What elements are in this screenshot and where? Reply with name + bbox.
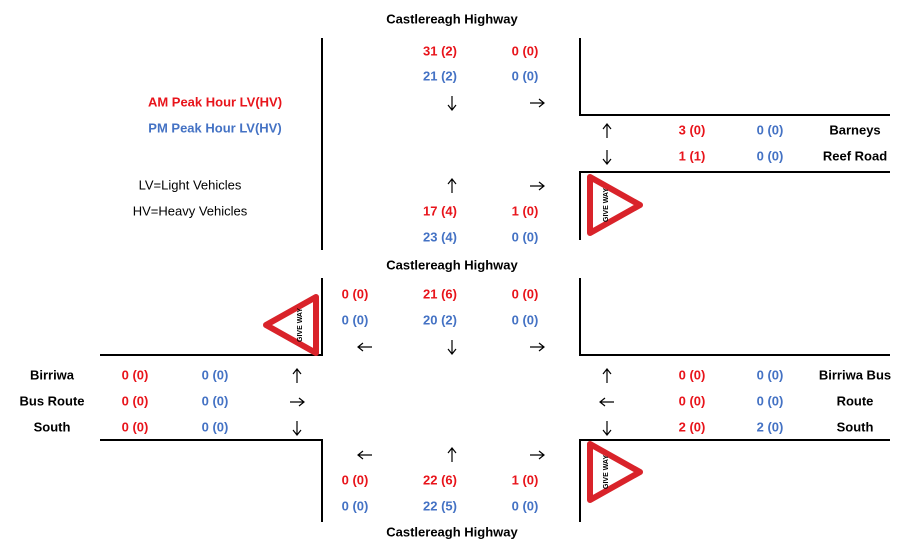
road-name: South [837,419,874,434]
arrow-shape [602,150,612,165]
count: 0 (0) [342,312,369,327]
count: 0 (0) [757,367,784,382]
count: 2 (0) [679,419,706,434]
sign-text: GIVE WAY [297,308,304,342]
arrow-shape [357,342,372,352]
sign-text: GIVE WAY [603,455,610,489]
count: 21 (2) [423,68,457,83]
count: 0 (0) [512,68,539,83]
count: 0 (0) [512,43,539,58]
arrow [292,421,302,436]
count: 0 (0) [757,148,784,163]
legend-hv: HV=Heavy Vehicles [133,203,248,218]
sign-triangle [587,441,643,503]
give-way-sign: GIVE WAY [587,174,643,236]
arrow [602,150,612,165]
arrow [357,342,372,352]
arrow [447,178,457,193]
arrow-shape [530,98,545,108]
arrow [530,342,545,352]
arrow-shape [602,368,612,383]
arrow [530,181,545,191]
arrow-shape [292,421,302,436]
count: 1 (1) [679,148,706,163]
count: 22 (6) [423,472,457,487]
count: 0 (0) [122,419,149,434]
count: 0 (0) [342,498,369,513]
count: 0 (0) [512,286,539,301]
count: 0 (0) [512,229,539,244]
arrow-shape [530,450,545,460]
legend-am: AM Peak Hour LV(HV) [148,94,282,109]
count: 21 (6) [423,286,457,301]
count: 0 (0) [202,393,229,408]
road-name: Barneys [829,122,880,137]
give-way-sign: GIVE WAY [263,294,319,356]
road-name: Castlereagh Highway [386,11,518,26]
arrow-shape [530,181,545,191]
arrow-shape [292,368,302,383]
arrow [357,450,372,460]
count: 0 (0) [122,393,149,408]
count: 0 (0) [202,367,229,382]
arrow-shape [530,342,545,352]
count: 0 (0) [202,419,229,434]
arrow-shape [599,397,614,407]
arrow [599,397,614,407]
give-way-sign: GIVE WAY [587,441,643,503]
road-name: Reef Road [823,148,887,163]
arrow [447,447,457,462]
count: 31 (2) [423,43,457,58]
arrow [602,368,612,383]
arrow [447,96,457,111]
legend-pm: PM Peak Hour LV(HV) [148,120,281,135]
arrow [530,98,545,108]
count: 1 (0) [512,203,539,218]
road-name: Castlereagh Highway [386,524,518,539]
count: 0 (0) [122,367,149,382]
arrow-shape [602,421,612,436]
count: 22 (5) [423,498,457,513]
arrow-shape [290,397,305,407]
arrow-shape [447,340,457,355]
count: 0 (0) [757,393,784,408]
count: 20 (2) [423,312,457,327]
arrow-shape [447,447,457,462]
count: 23 (4) [423,229,457,244]
sign-text: GIVE WAY [603,188,610,222]
road-name: Bus Route [20,393,85,408]
arrow [292,368,302,383]
road-name: Castlereagh Highway [386,257,518,272]
count: 0 (0) [679,367,706,382]
count: 0 (0) [757,122,784,137]
count: 0 (0) [512,312,539,327]
sign-triangle [587,174,643,236]
count: 3 (0) [679,122,706,137]
count: 0 (0) [342,472,369,487]
count: 2 (0) [757,419,784,434]
road-name: Birriwa [30,367,75,382]
arrow-shape [447,178,457,193]
road-name: Route [837,393,874,408]
count: 0 (0) [679,393,706,408]
arrow [602,123,612,138]
arrow-shape [447,96,457,111]
count: 17 (4) [423,203,457,218]
legend-lv: LV=Light Vehicles [139,177,242,192]
arrow [290,397,305,407]
count: 0 (0) [512,498,539,513]
count: 1 (0) [512,472,539,487]
arrow [602,421,612,436]
arrow-shape [357,450,372,460]
arrow-shape [602,123,612,138]
sign-triangle [263,294,319,356]
road-edges [100,38,890,522]
arrow [530,450,545,460]
count: 0 (0) [342,286,369,301]
arrow [447,340,457,355]
road-name: South [34,419,71,434]
road-name: Birriwa Bus [819,367,891,382]
